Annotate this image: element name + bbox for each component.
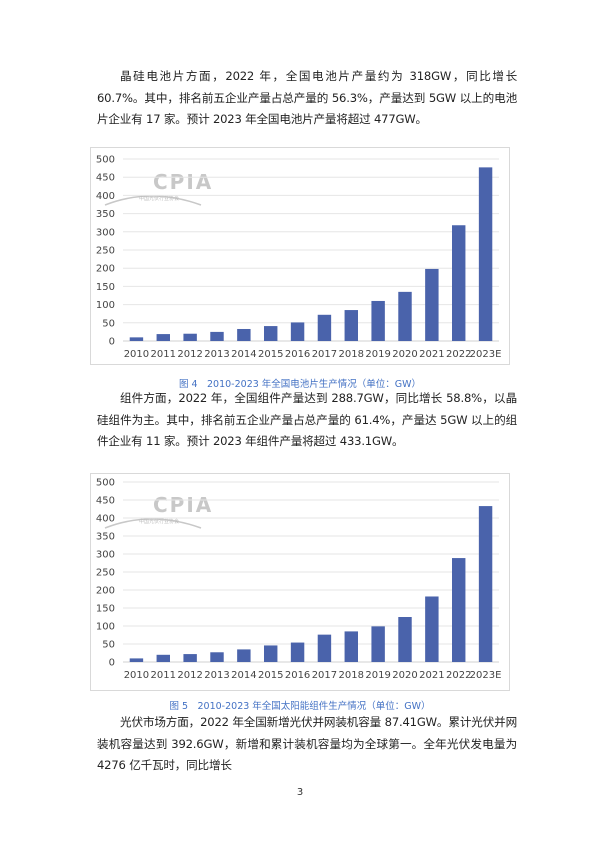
y-tick-label: 150 xyxy=(96,604,115,615)
y-tick-label: 300 xyxy=(96,550,115,561)
bar-2019 xyxy=(371,626,385,662)
x-tick-label: 2012 xyxy=(177,349,202,360)
paragraph-market: 光伏市场方面，2022 年全国新增光伏并网装机容量 87.41GW。累计光伏并网… xyxy=(97,715,517,772)
bar-2012 xyxy=(183,654,197,662)
y-tick-label: 100 xyxy=(96,300,115,311)
bar-2014 xyxy=(237,649,251,662)
x-tick-label: 2018 xyxy=(339,670,364,681)
bar-2015 xyxy=(264,645,278,662)
bar-2023E xyxy=(478,167,493,341)
x-tick-label: 2013 xyxy=(204,349,229,360)
bar-2023E xyxy=(478,506,493,662)
x-tick-label: 2019 xyxy=(365,349,390,360)
y-tick-label: 250 xyxy=(96,246,115,257)
bar-2018 xyxy=(344,310,358,341)
watermark-subtext: 中国光伏行业协会 xyxy=(139,195,179,202)
paragraph-cells: 晶硅电池片方面，2022 年，全国电池片产量约为 318GW，同比增长 60.7… xyxy=(97,69,517,126)
bar-2016 xyxy=(290,322,305,341)
x-tick-label: 2023E xyxy=(470,349,502,360)
y-tick-label: 500 xyxy=(96,155,115,166)
paragraph-modules: 组件方面，2022 年，全国组件产量达到 288.7GW，同比增长 58.8%，… xyxy=(97,391,517,448)
bar-2013 xyxy=(210,652,224,662)
x-tick-label: 2012 xyxy=(177,670,202,681)
bar-2022 xyxy=(452,225,466,341)
bar-2015 xyxy=(264,326,278,341)
x-tick-label: 2015 xyxy=(258,349,283,360)
x-tick-label: 2016 xyxy=(285,349,310,360)
x-tick-label: 2015 xyxy=(258,670,283,681)
x-tick-label: 2016 xyxy=(285,670,310,681)
x-tick-label: 2022 xyxy=(446,349,471,360)
y-tick-label: 250 xyxy=(96,568,115,579)
bar-2011 xyxy=(156,334,170,341)
y-tick-label: 200 xyxy=(96,586,115,597)
bar-2011 xyxy=(156,654,170,662)
x-tick-label: 2010 xyxy=(124,349,149,360)
x-tick-label: 2014 xyxy=(231,349,256,360)
chart-cell-production: CPIA 中国光伏行业协会 0 50 100 150 200 250 300 350 400 450 5… xyxy=(90,147,510,365)
x-tick-label: 2013 xyxy=(204,670,229,681)
bar-2010 xyxy=(129,658,144,662)
y-tick-label: 50 xyxy=(102,318,115,329)
y-tick-label: 350 xyxy=(96,532,115,543)
bar-2021 xyxy=(425,596,439,662)
bar-2022 xyxy=(452,558,466,662)
figure-caption-5: 图 5 2010-2023 年全国太阳能组件生产情况（单位：GW） xyxy=(169,701,431,712)
y-tick-label: 150 xyxy=(96,282,115,293)
x-tick-label: 2014 xyxy=(231,670,256,681)
y-tick-label: 0 xyxy=(109,337,115,348)
bar-2018 xyxy=(344,631,358,662)
x-tick-label: 2011 xyxy=(151,349,176,360)
x-tick-label: 2017 xyxy=(312,349,337,360)
y-tick-label: 0 xyxy=(109,658,115,669)
watermark-arc xyxy=(104,518,202,529)
x-tick-label: 2023E xyxy=(470,670,502,681)
bar-2016 xyxy=(290,642,305,662)
y-tick-label: 450 xyxy=(96,173,115,184)
y-tick-label: 450 xyxy=(96,496,115,507)
y-tick-label: 400 xyxy=(96,514,115,525)
x-tick-label: 2019 xyxy=(365,670,390,681)
x-tick-label: 2010 xyxy=(124,670,149,681)
y-tick-label: 50 xyxy=(102,640,115,651)
bar-2017 xyxy=(317,634,332,662)
x-tick-label: 2022 xyxy=(446,670,471,681)
bar-2021 xyxy=(425,268,439,341)
bar-2019 xyxy=(371,300,385,341)
bar-2020 xyxy=(398,291,412,341)
bar-2014 xyxy=(237,328,251,341)
y-tick-label: 300 xyxy=(96,227,115,238)
x-tick-label: 2018 xyxy=(339,349,364,360)
bar-2017 xyxy=(317,314,332,341)
y-tick-label: 100 xyxy=(96,622,115,633)
y-tick-label: 400 xyxy=(96,191,115,202)
figure-caption-4: 图 4 2010-2023 年全国电池片生产情况（单位：GW） xyxy=(178,379,422,390)
page-number: 3 xyxy=(296,787,304,798)
x-tick-label: 2017 xyxy=(312,670,337,681)
x-tick-label: 2021 xyxy=(419,349,444,360)
y-tick-label: 500 xyxy=(96,478,115,489)
watermark-arc xyxy=(104,195,202,206)
bar-2012 xyxy=(183,333,197,341)
bar-2020 xyxy=(398,617,412,662)
chart-module-production: CPIA 中国光伏行业协会 0 50 100 150 200 250 300 350 400 450 5… xyxy=(90,473,510,691)
bar-2010 xyxy=(129,337,144,341)
y-tick-label: 350 xyxy=(96,209,115,220)
x-tick-label: 2021 xyxy=(419,670,444,681)
bar-2013 xyxy=(210,331,224,341)
x-tick-label: 2011 xyxy=(151,670,176,681)
watermark-subtext: 中国光伏行业协会 xyxy=(139,518,179,525)
y-tick-label: 200 xyxy=(96,264,115,275)
watermark-logo: CPIA xyxy=(153,493,213,517)
watermark-logo: CPIA xyxy=(153,170,213,194)
x-tick-label: 2020 xyxy=(392,349,417,360)
x-tick-label: 2020 xyxy=(392,670,417,681)
